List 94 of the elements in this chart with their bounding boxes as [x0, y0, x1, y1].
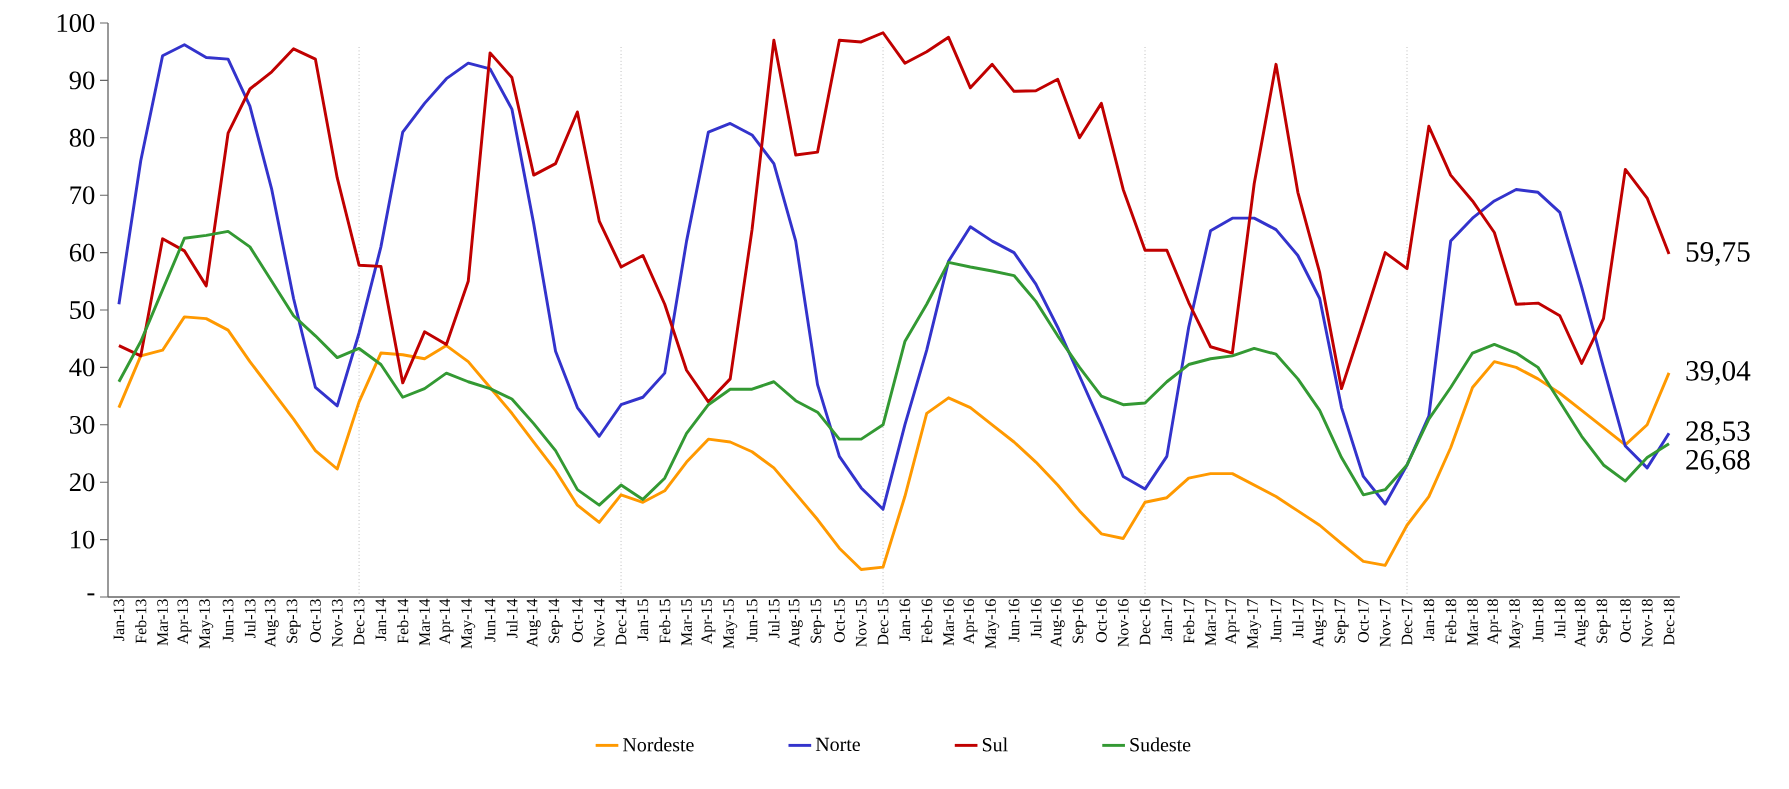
- y-tick-label: 20: [69, 473, 95, 492]
- legend-label: Sudeste: [1130, 737, 1191, 752]
- x-tick-label: Oct-17: [1357, 599, 1369, 643]
- x-tick-label: Feb-16: [921, 599, 933, 644]
- x-tick-label: Oct-14: [572, 598, 583, 643]
- x-tick-label: Aug-13: [264, 599, 279, 648]
- x-tick-label: Apr-14: [439, 598, 454, 645]
- x-tick-label: Dec-14: [615, 598, 627, 646]
- x-tick-label: Dec-15: [877, 599, 889, 646]
- x-tick-label: May-14: [461, 598, 476, 649]
- legend-label: Nordeste: [623, 737, 694, 752]
- data-label: 26,68: [1686, 449, 1750, 474]
- data-label: 28,53: [1686, 421, 1750, 446]
- y-tick-label: 100: [57, 14, 95, 32]
- x-tick-label: Mar-18: [1467, 599, 1478, 646]
- data-label: 39,04: [1686, 360, 1751, 385]
- x-tick-label: Aug-17: [1312, 599, 1327, 648]
- x-tick-label: Jan-13: [113, 599, 125, 641]
- y-tick-label: 40: [69, 358, 95, 377]
- x-tick-label: Jun-13: [222, 599, 234, 642]
- x-tick-label: Sep-14: [548, 598, 563, 643]
- x-tick-label: Nov-13: [331, 599, 343, 647]
- x-tick-label: May-18: [1509, 599, 1524, 649]
- y-tick-label: 30: [70, 415, 95, 434]
- x-tick-label: Jul-17: [1292, 599, 1304, 639]
- x-tick-label: Mar-16: [943, 599, 954, 646]
- x-tick-label: May-17: [1247, 599, 1262, 649]
- legend-label: Sul: [982, 737, 1008, 752]
- x-tick-label: Nov-14: [593, 598, 605, 647]
- x-tick-label: May-15: [723, 599, 738, 649]
- y-tick-label: 80: [69, 128, 95, 147]
- legend-label: Norte: [815, 737, 860, 752]
- x-tick-label: Mar-14: [419, 598, 430, 646]
- x-tick-label: Oct-16: [1096, 599, 1107, 643]
- x-tick-label: Apr-18: [1487, 599, 1502, 645]
- line-series: [117, 31, 1671, 404]
- x-tick-label: Feb-14: [397, 598, 409, 644]
- x-tick-label: Feb-15: [659, 599, 671, 644]
- x-tick-label: Jan-14: [375, 598, 387, 641]
- data-label: 59,75: [1686, 242, 1750, 266]
- x-tick-label: Aug-15: [788, 599, 803, 648]
- x-tick-label: Jun-17: [1270, 599, 1282, 642]
- x-tick-label: Feb-13: [135, 599, 147, 644]
- x-tick-label: Jul-13: [244, 599, 256, 639]
- x-tick-label: Jun-16: [1008, 599, 1020, 642]
- x-tick-label: Dec-18: [1663, 599, 1675, 646]
- x-tick-label: Jul-14: [506, 598, 518, 639]
- x-tick-label: Jul-15: [768, 599, 780, 639]
- x-tick-label: Apr-16: [963, 599, 978, 645]
- line-series: [117, 43, 1671, 511]
- x-tick-label: Jul-18: [1554, 599, 1566, 639]
- x-tick-label: Mar-13: [157, 599, 168, 646]
- x-tick-label: Jul-16: [1030, 599, 1042, 639]
- x-tick-label: Aug-14: [526, 598, 541, 648]
- x-tick-label: Jan-18: [1423, 599, 1435, 641]
- x-tick-label: Sep-16: [1072, 599, 1087, 643]
- x-tick-label: Nov-15: [855, 599, 867, 647]
- x-tick-label: May-16: [985, 599, 1000, 649]
- x-tick-label: Dec-17: [1401, 599, 1413, 646]
- x-tick-label: Jan-15: [637, 599, 649, 641]
- x-tick-label: Dec-16: [1139, 599, 1151, 646]
- x-tick-label: Oct-15: [834, 599, 845, 643]
- y-tick-label: 90: [69, 71, 95, 90]
- x-tick-label: Nov-16: [1117, 599, 1129, 647]
- x-tick-label: Aug-18: [1574, 599, 1589, 648]
- x-tick-label: Nov-17: [1379, 599, 1391, 647]
- x-tick-label: Sep-15: [810, 599, 825, 643]
- x-tick-label: Oct-18: [1619, 599, 1631, 643]
- x-tick-label: Apr-15: [701, 599, 716, 645]
- x-tick-label: Aug-16: [1050, 599, 1065, 648]
- x-tick-label: Jan-17: [1161, 599, 1173, 641]
- y-tick-label: -: [87, 593, 95, 596]
- x-tick-label: Nov-18: [1641, 599, 1653, 647]
- x-tick-label: May-13: [199, 599, 214, 649]
- y-tick-label: 10: [71, 530, 95, 549]
- y-tick-label: 50: [70, 301, 95, 319]
- x-tick-label: Mar-15: [681, 599, 692, 646]
- x-tick-label: Jun-18: [1532, 599, 1544, 642]
- line-series: [117, 229, 1671, 507]
- x-tick-label: Feb-17: [1183, 599, 1195, 644]
- x-tick-label: Dec-13: [353, 599, 365, 646]
- y-tick-label: 70: [70, 186, 95, 205]
- x-tick-label: Mar-17: [1205, 599, 1216, 646]
- x-tick-label: Sep-17: [1334, 599, 1349, 643]
- x-tick-label: Apr-17: [1225, 599, 1240, 645]
- x-tick-label: Apr-13: [177, 599, 192, 645]
- x-tick-label: Oct-13: [310, 599, 321, 643]
- x-tick-label: Feb-18: [1445, 599, 1457, 644]
- x-tick-label: Jan-16: [899, 599, 911, 641]
- x-tick-label: Jun-14: [484, 598, 496, 642]
- x-tick-label: Sep-18: [1596, 599, 1611, 643]
- x-tick-label: Jun-15: [746, 599, 758, 642]
- y-tick-label: 60: [69, 243, 95, 262]
- x-tick-label: Sep-13: [286, 599, 301, 643]
